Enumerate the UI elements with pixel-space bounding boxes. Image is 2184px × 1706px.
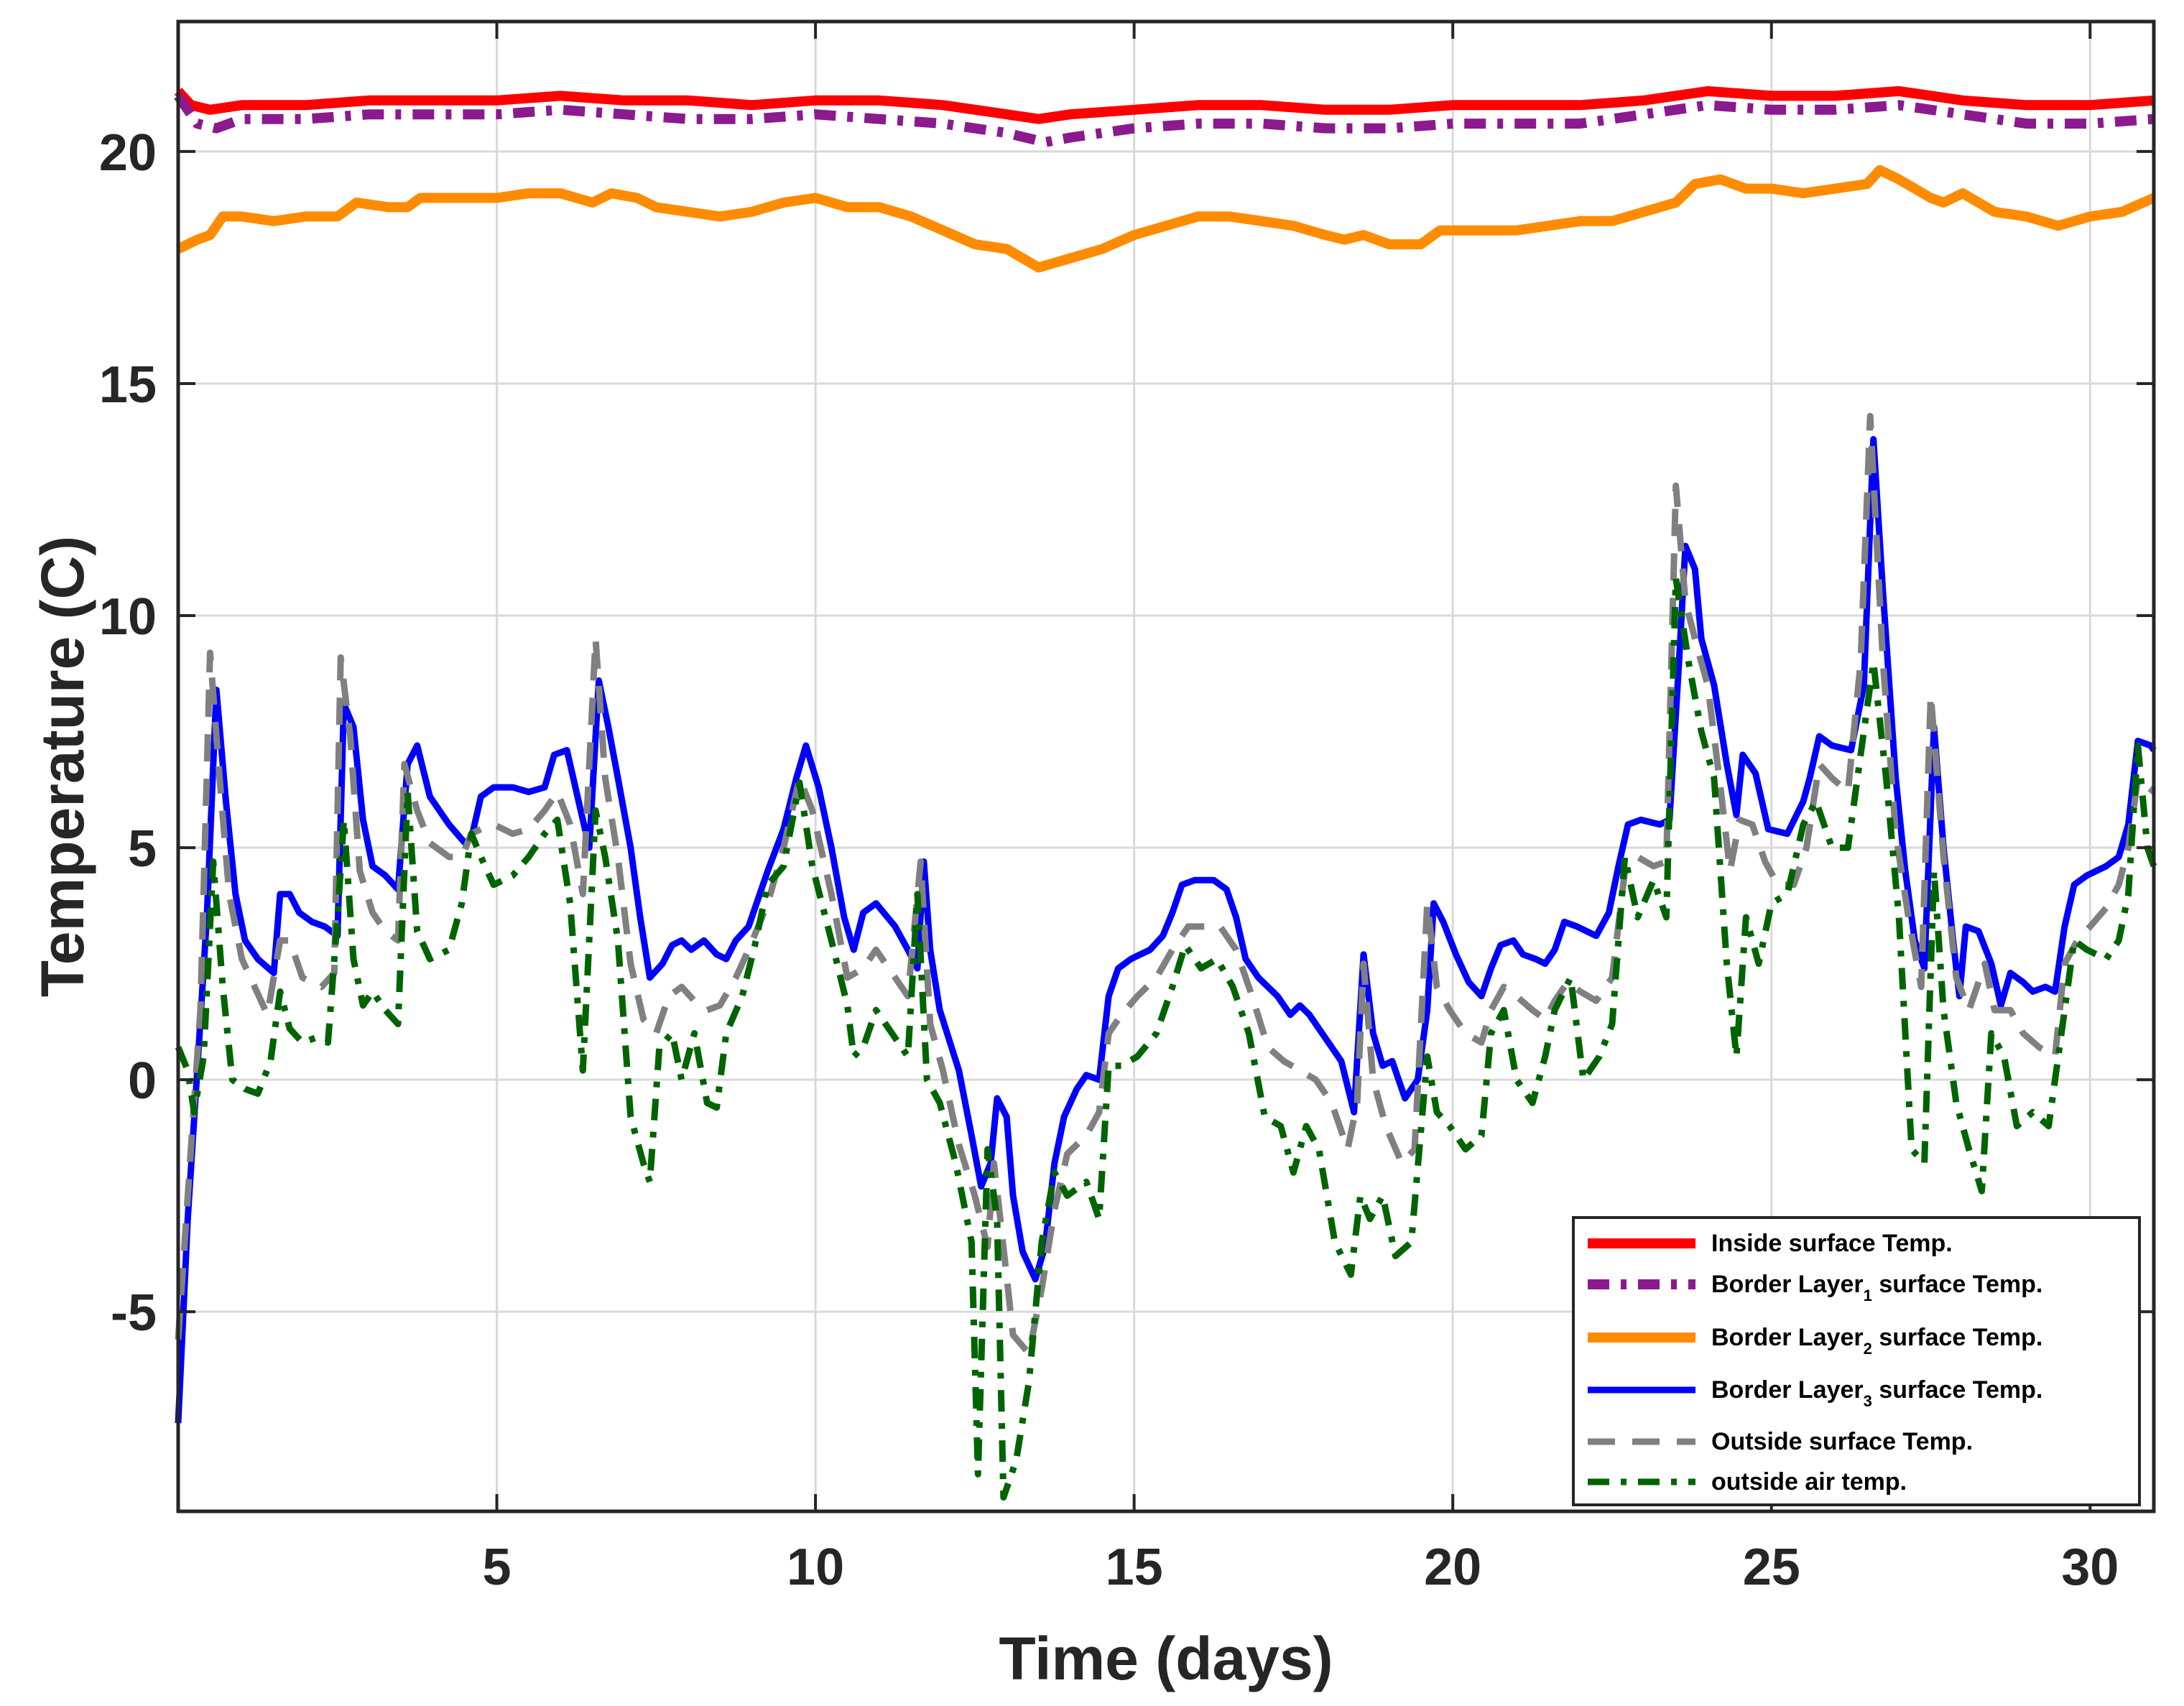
y-tick-label: 5 [128,820,157,878]
legend-box [1572,1216,2141,1506]
legend-label-outside_surface: Outside surface Temp. [1711,1428,1973,1455]
x-tick-label: 25 [1743,1539,1800,1596]
x-tick-label: 15 [1106,1539,1163,1596]
legend-label-inside: Inside surface Temp. [1711,1230,1953,1257]
axis-ticks: 5 10 15 20 25 30 -5 0 5 10 15 20 [99,22,2154,1596]
legend-label-layer3: Border Layer3 surface Temp. [1711,1376,2042,1410]
plot-frame [176,19,2156,1513]
x-tick-label: 10 [787,1539,844,1596]
series-lines [174,85,2157,1501]
legend-label-layer1: Border Layer1 surface Temp. [1711,1271,2042,1304]
series-line-layer3 [175,436,2157,1424]
series-line-layer1 [174,93,2155,147]
x-tick-label: 30 [2061,1539,2119,1596]
y-tick-label: 10 [99,588,157,646]
y-tick-label: -5 [111,1284,157,1342]
series-line-inside [174,85,2155,124]
legend: Inside surface Temp. Border Layer1 surfac… [1572,1216,2141,1506]
series-line-layer2 [175,164,2156,273]
y-tick-label: 0 [128,1052,157,1110]
legend-label-outside_air: outside air temp. [1711,1468,1907,1496]
y-tick-label: 20 [99,124,157,182]
legend-label-layer2: Border Layer2 surface Temp. [1711,1324,2042,1358]
y-tick-label: 15 [99,356,157,414]
x-axis-title: Time (days) [999,1625,1333,1692]
y-axis-title: Temperature (C) [29,536,96,998]
x-tick-label: 20 [1424,1539,1481,1596]
x-tick-label: 5 [483,1539,512,1596]
series-line-outside_air [175,575,2157,1501]
